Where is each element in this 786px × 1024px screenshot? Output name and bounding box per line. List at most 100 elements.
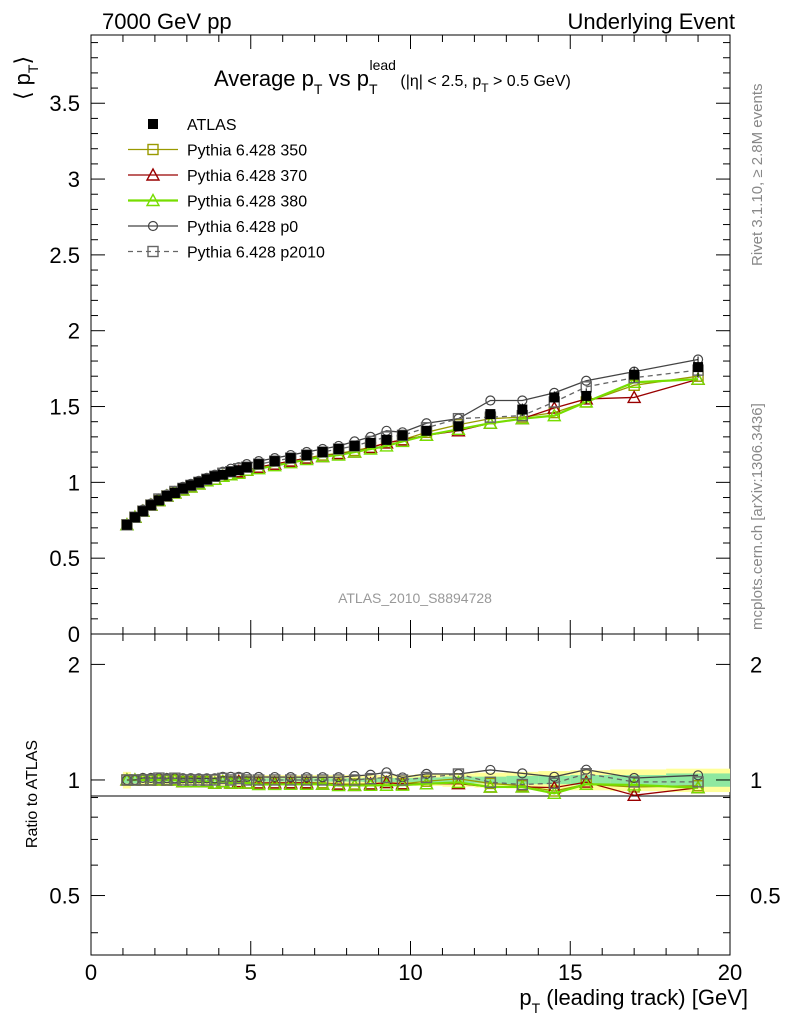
main-y-tick-label: 1	[68, 470, 80, 495]
ratio-point-pythia-6-428-370	[626, 787, 642, 801]
atlas-point	[241, 462, 252, 473]
x-tick-label: 20	[718, 960, 742, 985]
main-y-tick-label: 3	[68, 167, 80, 192]
ratio-point-pythia-6-428-p2010	[153, 772, 165, 784]
atlas-point	[517, 404, 528, 415]
ratio-point-pythia-6-428-380	[626, 777, 642, 791]
ratio-point-pythia-6-428-380	[419, 776, 434, 790]
series-pythia-6-428-350	[121, 370, 704, 531]
ratio-point-pythia-6-428-p0	[692, 770, 704, 781]
legend-label: Pythia 6.428 380	[187, 194, 307, 211]
ratio-inner-band	[442, 776, 475, 784]
header-left-label: 7000 GeV pp	[102, 9, 232, 34]
ratio-point-pythia-6-428-p2010	[137, 774, 149, 786]
atlas-point	[333, 443, 344, 454]
ratio-point-pythia-6-428-380	[315, 776, 330, 790]
ratio-point-pythia-6-428-370	[251, 775, 266, 789]
ratio-point-pythia-6-428-370	[283, 775, 298, 789]
ratio-point-pythia-6-428-p2010	[201, 774, 213, 786]
ratio-point-pythia-6-428-380	[299, 776, 314, 790]
atlas-point	[301, 450, 312, 461]
legend-marker	[145, 193, 161, 207]
ratio-point-pythia-6-428-p2010	[628, 776, 640, 788]
main-panel: 0 0.5 1 1.5 2 2.5 3 3.5 Average pT vs pTlead (|…	[10, 34, 731, 647]
ratio-y-tick-label: 1	[68, 768, 80, 793]
point-pythia-6-428-380	[515, 411, 530, 425]
ratio-inner-band	[218, 778, 227, 782]
ratio-point-pythia-6-428-p2010	[193, 774, 205, 786]
ratio-series-pythia-6-428-p2010	[121, 768, 704, 791]
x-axis-label: pT (leading track) [GeV]	[519, 985, 748, 1016]
atlas-point	[253, 459, 264, 470]
ratio-point-pythia-6-428-p2010	[348, 774, 361, 786]
atlas-point	[549, 392, 560, 403]
legend-label: Pythia 6.428 p0	[187, 219, 298, 236]
ratio-inner-band	[570, 775, 611, 786]
series-atlas	[121, 356, 704, 530]
atlas-point	[365, 437, 376, 448]
ratio-point-pythia-6-428-p2010	[233, 772, 245, 785]
main-y-tick-label: 0.5	[49, 546, 80, 571]
legend: ATLAS Pythia 6.428 350 Pythia 6.428 370 Pyt…	[128, 117, 325, 262]
ratio-point-pythia-6-428-p2010	[145, 774, 157, 786]
legend-label: Pythia 6.428 350	[187, 143, 307, 160]
ratio-point-pythia-6-428-p2010	[129, 774, 141, 786]
analysis-watermark: ATLAS_2010_S8894728	[338, 590, 492, 606]
ratio-point-pythia-6-428-380	[267, 776, 282, 791]
series-line-pythia-6-428-370	[126, 378, 699, 526]
legend-entry-pythia-6-428-380: Pythia 6.428 380	[128, 193, 307, 211]
ratio-y-ticks: 0.5 0.5 1 1 2 2	[49, 652, 781, 934]
ratio-inner-band	[226, 778, 235, 782]
ratio-plot-frame	[90, 633, 731, 956]
atlas-point	[397, 430, 408, 441]
ratio-point-pythia-6-428-p2010	[217, 772, 229, 785]
point-pythia-6-428-380	[690, 371, 706, 385]
header-right-label: Underlying Event	[567, 9, 735, 34]
ratio-point-pythia-6-428-p2010	[516, 778, 529, 791]
atlas-point	[421, 425, 432, 436]
atlas-point	[269, 456, 280, 467]
legend-entry-pythia-6-428-p0: Pythia 6.428 p0	[128, 219, 298, 236]
legend-label: Pythia 6.428 370	[187, 168, 307, 185]
legend-marker	[148, 119, 158, 129]
atlas-point	[121, 519, 132, 530]
ratio-point-pythia-6-428-p2010	[300, 774, 313, 786]
main-y-tick-label: 3.5	[49, 91, 80, 116]
ratio-y-axis-label: Ratio to ATLAS	[24, 740, 41, 848]
ratio-point-pythia-6-428-p0	[549, 771, 560, 782]
main-y-ticks: 0 0.5 1 1.5 2 2.5 3 3.5	[49, 42, 730, 647]
ratio-point-pythia-6-428-380	[483, 779, 498, 793]
ratio-inner-band	[202, 778, 211, 782]
x-tick-label: 5	[245, 960, 257, 985]
ratio-point-pythia-6-428-p2010	[121, 774, 133, 786]
ratio-y-tick-label: 2	[68, 652, 80, 677]
main-y-tick-label: 2	[68, 319, 80, 344]
ratio-y-tick-label-right: 2	[750, 652, 762, 677]
atlas-point	[193, 477, 204, 488]
legend-entry-pythia-6-428-350: Pythia 6.428 350	[128, 143, 307, 160]
legend-entry-pythia-6-428-370: Pythia 6.428 370	[128, 167, 307, 185]
point-pythia-6-428-380	[363, 441, 378, 455]
main-series-group	[119, 354, 706, 531]
ratio-point-pythia-6-428-380	[363, 777, 378, 792]
ratio-point-pythia-6-428-p2010	[396, 774, 409, 786]
x-tick-label: 15	[558, 960, 582, 985]
ratio-point-pythia-6-428-p2010	[241, 774, 253, 786]
main-title: Average pT vs pTlead (|η| < 2.5, pT > 0.…	[214, 57, 571, 97]
ratio-point-pythia-6-428-p2010	[364, 772, 377, 785]
atlas-point	[349, 440, 360, 451]
ratio-point-pythia-6-428-p2010	[209, 774, 221, 786]
x-tick-label: 0	[85, 960, 97, 985]
atlas-point	[225, 466, 236, 477]
legend-entry-pythia-6-428-p2010: Pythia 6.428 p2010	[128, 245, 325, 262]
ratio-point-pythia-6-428-p2010	[169, 772, 181, 784]
ratio-inner-band	[234, 778, 243, 782]
atlas-point	[177, 483, 188, 494]
ratio-point-pythia-6-428-380	[547, 785, 562, 800]
series-line-pythia-6-428-380	[126, 378, 699, 526]
ratio-y-tick-label-right: 0.5	[750, 884, 781, 909]
point-pythia-6-428-380	[547, 408, 562, 422]
main-x-ticks	[90, 35, 731, 634]
legend-marker	[147, 143, 159, 156]
ratio-point-pythia-6-428-380	[283, 776, 298, 791]
